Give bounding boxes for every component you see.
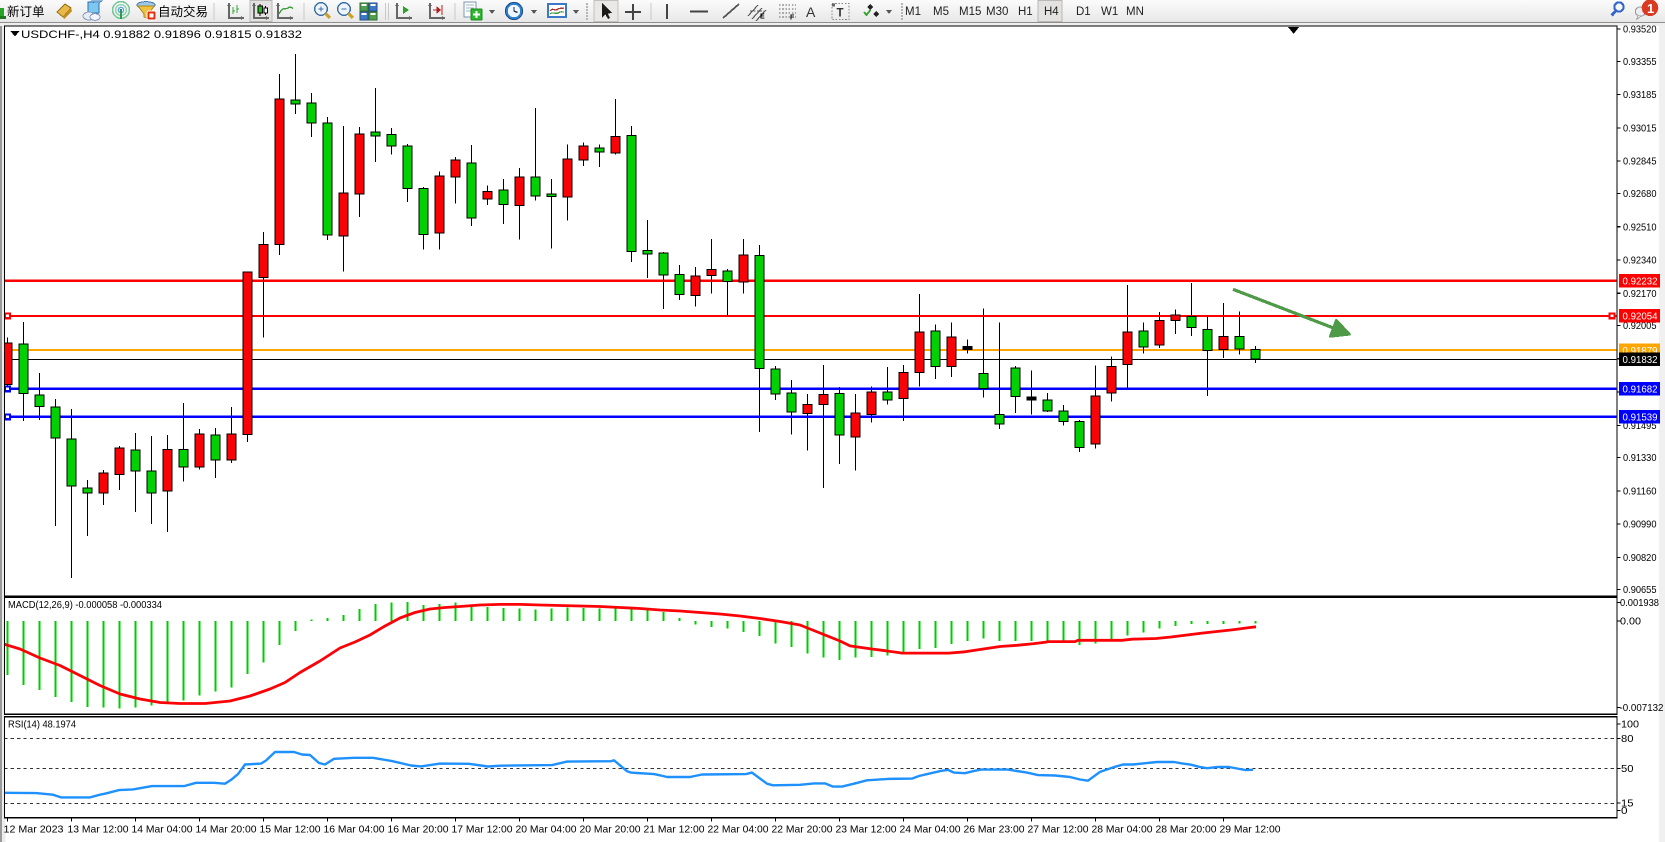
- svg-text:20 Mar 04:00: 20 Mar 04:00: [516, 824, 577, 836]
- svg-text:M15: M15: [959, 6, 981, 18]
- svg-text:0.92340: 0.92340: [1623, 255, 1657, 267]
- svg-text:12 Mar 2023: 12 Mar 2023: [4, 824, 64, 836]
- svg-text:1: 1: [1647, 1, 1654, 16]
- svg-text:MN: MN: [1126, 6, 1144, 18]
- svg-text:RSI(14) 48.1974: RSI(14) 48.1974: [8, 720, 76, 731]
- svg-text:15: 15: [1621, 798, 1634, 810]
- svg-text:0.90820: 0.90820: [1623, 552, 1657, 564]
- svg-text:0.90990: 0.90990: [1623, 519, 1657, 531]
- svg-text:20 Mar 20:00: 20 Mar 20:00: [580, 824, 641, 836]
- svg-text:26 Mar 23:00: 26 Mar 23:00: [964, 824, 1025, 836]
- svg-text:27 Mar 12:00: 27 Mar 12:00: [1028, 824, 1089, 836]
- svg-text:0.92845: 0.92845: [1623, 156, 1657, 168]
- svg-text:17 Mar 12:00: 17 Mar 12:00: [452, 824, 513, 836]
- svg-text:13 Mar 12:00: 13 Mar 12:00: [68, 824, 129, 836]
- svg-text:MACD(12,26,9) -0.000058 -0.000: MACD(12,26,9) -0.000058 -0.000334: [8, 600, 162, 611]
- svg-text:16 Mar 20:00: 16 Mar 20:00: [388, 824, 449, 836]
- svg-text:H1: H1: [1018, 6, 1033, 18]
- svg-text:H4: H4: [1044, 6, 1059, 18]
- svg-text:15 Mar 12:00: 15 Mar 12:00: [260, 824, 321, 836]
- svg-text:100: 100: [1621, 718, 1639, 730]
- svg-text:新订单: 新订单: [7, 4, 45, 19]
- svg-text:USDCHF-,H4 0.91882 0.91896 0.: USDCHF-,H4 0.91882 0.91896 0.91815 0.918…: [21, 29, 302, 41]
- svg-text:16 Mar 04:00: 16 Mar 04:00: [324, 824, 385, 836]
- svg-text:0.91160: 0.91160: [1623, 485, 1657, 497]
- svg-text:W1: W1: [1101, 6, 1118, 18]
- svg-text:80: 80: [1621, 733, 1634, 745]
- svg-text:21 Mar 12:00: 21 Mar 12:00: [644, 824, 705, 836]
- svg-text:0.93520: 0.93520: [1623, 24, 1657, 36]
- svg-text:14 Mar 04:00: 14 Mar 04:00: [132, 824, 193, 836]
- svg-text:0.92170: 0.92170: [1623, 288, 1657, 300]
- svg-text:0.91539: 0.91539: [1623, 412, 1658, 424]
- svg-text:0.001938: 0.001938: [1620, 597, 1659, 609]
- svg-text:-0.007132: -0.007132: [1620, 702, 1664, 714]
- svg-text:0.93185: 0.93185: [1623, 89, 1657, 101]
- svg-text:0.91330: 0.91330: [1623, 452, 1657, 464]
- svg-text:F: F: [790, 15, 795, 22]
- svg-text:0.91682: 0.91682: [1623, 384, 1658, 396]
- svg-text:0.92510: 0.92510: [1623, 221, 1657, 233]
- svg-text:0.92005: 0.92005: [1623, 320, 1657, 332]
- svg-text:0.90655: 0.90655: [1623, 584, 1657, 596]
- svg-text:M30: M30: [986, 6, 1008, 18]
- svg-text:T: T: [837, 8, 844, 20]
- svg-text:0.92680: 0.92680: [1623, 188, 1657, 200]
- svg-text:0: 0: [1621, 805, 1628, 817]
- svg-text:22 Mar 20:00: 22 Mar 20:00: [772, 824, 833, 836]
- svg-text:0.91832: 0.91832: [1623, 354, 1658, 366]
- svg-text:自动交易: 自动交易: [158, 4, 208, 19]
- svg-text:50: 50: [1621, 763, 1634, 775]
- svg-text:28 Mar 04:00: 28 Mar 04:00: [1092, 824, 1153, 836]
- svg-text:24 Mar 04:00: 24 Mar 04:00: [900, 824, 961, 836]
- svg-text:0.93355: 0.93355: [1623, 56, 1657, 68]
- svg-text:22 Mar 04:00: 22 Mar 04:00: [708, 824, 769, 836]
- svg-text:E: E: [760, 14, 765, 21]
- svg-text:D1: D1: [1076, 6, 1091, 18]
- svg-text:0.92232: 0.92232: [1623, 276, 1658, 288]
- svg-text:23 Mar 12:00: 23 Mar 12:00: [836, 824, 897, 836]
- svg-text:M5: M5: [933, 6, 949, 18]
- svg-text:0.92054: 0.92054: [1623, 311, 1658, 323]
- svg-text:0.00: 0.00: [1620, 615, 1641, 627]
- svg-text:14 Mar 20:00: 14 Mar 20:00: [196, 824, 257, 836]
- svg-text:29 Mar 12:00: 29 Mar 12:00: [1220, 824, 1281, 836]
- svg-text:M1: M1: [905, 6, 921, 18]
- svg-text:28 Mar 20:00: 28 Mar 20:00: [1156, 824, 1217, 836]
- svg-text:A: A: [806, 4, 816, 20]
- svg-text:0.93015: 0.93015: [1623, 122, 1657, 134]
